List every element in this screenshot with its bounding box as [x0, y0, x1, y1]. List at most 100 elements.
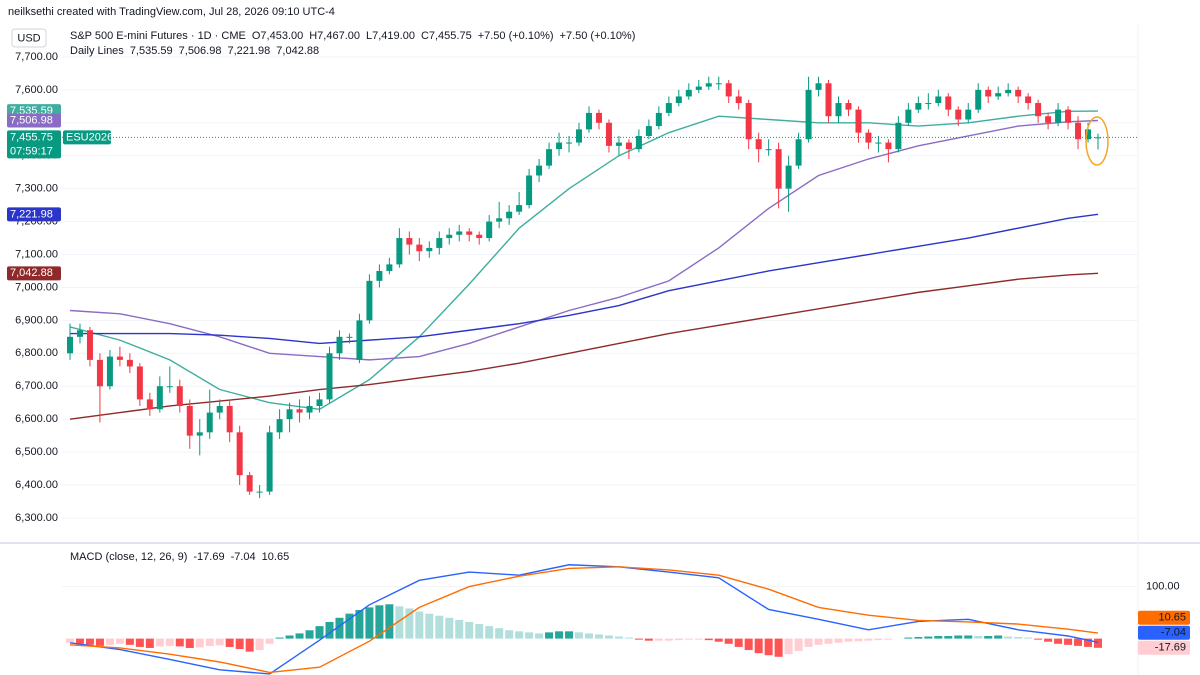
candle-body — [875, 142, 882, 144]
histogram-bar — [475, 624, 484, 639]
y-tick-label: 7,700.00 — [15, 51, 58, 63]
histogram-bar — [634, 638, 643, 640]
currency: USD — [17, 32, 40, 44]
candle-body — [925, 103, 932, 105]
candle-body — [366, 280, 373, 321]
histogram-bar — [565, 631, 574, 639]
indicator-name: Daily Lines — [70, 45, 124, 57]
candle-body — [705, 83, 712, 87]
histogram-bar — [555, 631, 564, 639]
candle-body — [416, 244, 423, 252]
candle-body — [725, 83, 732, 97]
candle-body — [496, 218, 503, 222]
candle-body — [396, 238, 403, 265]
candle-body — [86, 330, 93, 360]
price-tag-box — [7, 130, 61, 159]
candle-body — [206, 412, 213, 433]
histogram-bar — [794, 638, 803, 652]
histogram-bar — [614, 636, 623, 639]
y-tick-label: 6,400.00 — [15, 479, 58, 491]
candle-body — [905, 109, 912, 123]
candle-body — [316, 399, 323, 406]
histogram-bar — [1034, 638, 1043, 640]
candle-body — [685, 89, 692, 97]
histogram-bar — [415, 611, 424, 639]
ohlc-legend: O7,453.00 — [252, 30, 303, 42]
candle-body — [695, 86, 702, 90]
histogram-bar — [85, 638, 94, 645]
candle-body — [935, 96, 942, 104]
macd-tag: -7.04 — [1161, 627, 1186, 639]
candle-body — [585, 112, 592, 130]
macd-tag: 10.65 — [1158, 612, 1186, 624]
candle-body — [1085, 129, 1092, 140]
histogram-bar — [405, 608, 414, 639]
y-tick-label: 6,700.00 — [15, 380, 58, 392]
histogram-bar — [1084, 638, 1093, 647]
histogram-bar — [185, 638, 194, 648]
y-tick-label: 6,600.00 — [15, 413, 58, 425]
candle-body — [675, 96, 682, 104]
histogram-bar — [644, 638, 653, 641]
candle-body — [476, 234, 483, 239]
symbol-tag-box — [63, 130, 111, 145]
candle-body — [166, 386, 173, 388]
candle-body — [406, 238, 413, 245]
candle-body — [256, 491, 263, 493]
histogram-bar — [604, 635, 613, 639]
ma-tag: 7,506.98 — [10, 114, 53, 126]
candle-body — [1075, 122, 1082, 140]
histogram-bar — [624, 637, 633, 639]
candle-body — [835, 103, 842, 117]
histogram-bar — [66, 638, 74, 643]
candle-body — [945, 96, 952, 110]
moving-average — [70, 213, 1099, 345]
candle-body — [306, 405, 313, 413]
histogram-bar — [445, 617, 454, 639]
y-tick-label: 6,500.00 — [15, 446, 58, 458]
candle-body — [845, 103, 852, 110]
change-legend: +7.50 (+0.10%) — [560, 30, 636, 42]
histogram-bar — [455, 619, 464, 639]
ma-tag: 7,221.98 — [10, 208, 53, 220]
candle-body — [196, 432, 203, 436]
line-legend: 7,221.98 — [227, 45, 270, 57]
candle-body — [236, 432, 243, 476]
candle-body — [456, 231, 463, 235]
histogram-bar — [584, 633, 593, 639]
histogram-bar — [904, 637, 913, 639]
price-tag: 7,455.75 — [10, 131, 53, 143]
histogram-bar — [694, 638, 703, 640]
currency-box[interactable] — [11, 28, 47, 48]
histogram-bar — [545, 632, 554, 639]
y-tick-label: 6,900.00 — [15, 314, 58, 326]
y-tick-label: 7,000.00 — [15, 281, 58, 293]
histogram-bar — [375, 605, 384, 639]
histogram-bar — [215, 638, 224, 646]
macd-tag: -17.69 — [1155, 642, 1186, 654]
candle-body — [156, 386, 163, 410]
histogram-bar — [395, 606, 404, 639]
candle-body — [246, 475, 253, 492]
candle-body — [136, 366, 143, 400]
line-legend: 7,042.88 — [276, 45, 319, 57]
candle-body — [975, 89, 982, 110]
histogram-bar — [674, 638, 683, 641]
moving-average — [69, 110, 1099, 411]
histogram-bar — [1074, 638, 1083, 646]
candle-body — [635, 135, 642, 150]
histogram-bar — [1044, 638, 1053, 642]
histogram-bar — [435, 615, 444, 639]
candle-body — [665, 103, 672, 113]
candle-body — [865, 132, 872, 143]
histogram-bar — [874, 638, 883, 641]
histogram-bar — [195, 638, 204, 648]
histogram-bar — [425, 613, 434, 639]
candle-body — [106, 356, 113, 387]
candle-body — [965, 109, 972, 120]
histogram-bar — [924, 636, 933, 639]
y-tick-label: 7,600.00 — [15, 84, 58, 96]
y2-tick-label: 100.00 — [1146, 581, 1180, 593]
histogram-bar — [724, 638, 733, 644]
histogram-bar — [515, 631, 524, 639]
